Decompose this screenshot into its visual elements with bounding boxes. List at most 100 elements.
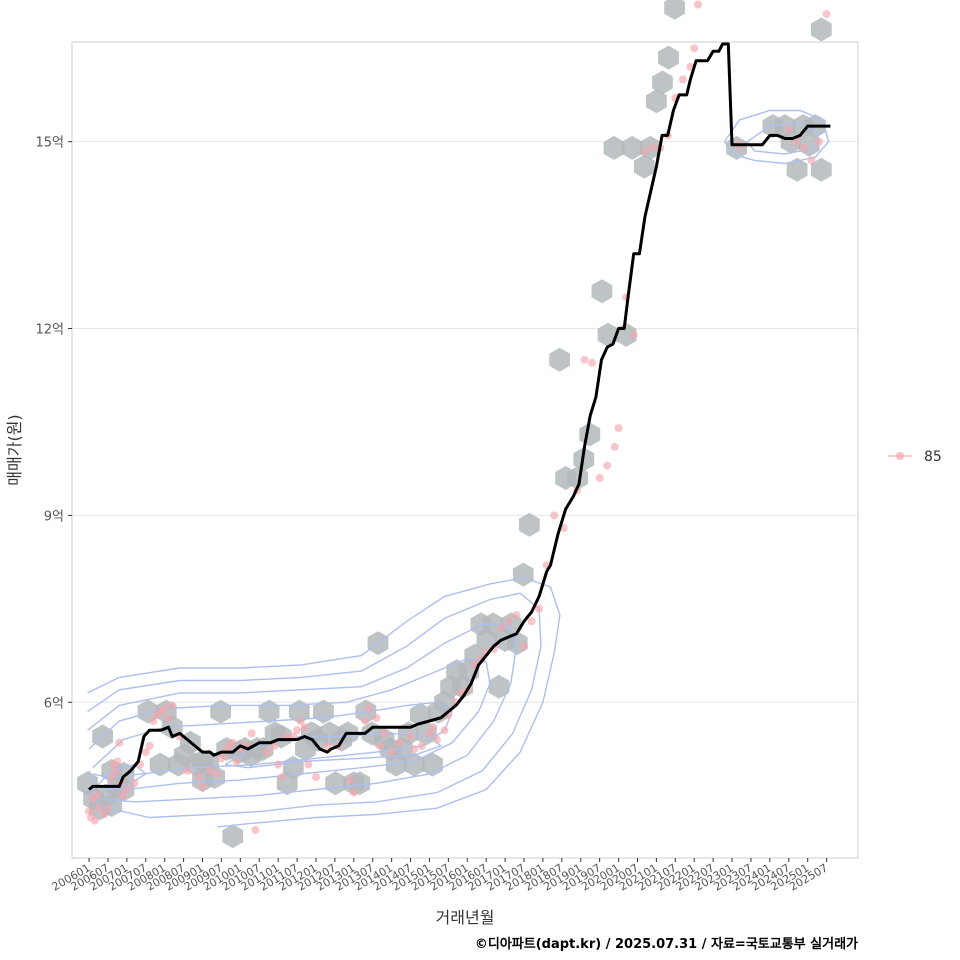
hexbin-cell: [603, 135, 625, 160]
data-point: [694, 0, 703, 9]
density-contour: [92, 701, 453, 778]
hexbin-cell: [567, 466, 589, 490]
panel-border: [71, 41, 859, 859]
data-point: [346, 776, 355, 785]
data-point: [648, 143, 657, 152]
data-point: [274, 760, 283, 769]
data-point: [304, 760, 313, 769]
data-point: [113, 757, 122, 766]
hexbin-cell: [222, 824, 244, 849]
data-point: [815, 137, 824, 146]
data-point: [149, 716, 158, 725]
data-point: [111, 766, 120, 775]
data-point: [504, 617, 513, 626]
data-point: [160, 704, 169, 713]
data-point: [251, 825, 260, 834]
data-point: [527, 617, 536, 626]
data-point: [520, 642, 529, 651]
data-point: [94, 804, 103, 813]
data-point: [588, 358, 597, 367]
data-point: [784, 125, 793, 134]
data-point: [323, 741, 332, 750]
hexbin-cell: [652, 70, 673, 95]
data-point: [690, 44, 699, 53]
legend-marker: [896, 452, 904, 460]
data-point: [512, 611, 521, 620]
density-contour: [87, 592, 542, 819]
data-point: [678, 75, 687, 84]
data-point: [429, 723, 438, 732]
hexbin-cell: [646, 89, 667, 114]
data-point: [293, 726, 302, 735]
x-axis-title: 거래년월: [436, 908, 495, 927]
data-point: [145, 741, 154, 750]
data-point: [119, 791, 128, 800]
data-point: [168, 701, 177, 710]
data-point: [90, 816, 99, 825]
data-point: [792, 137, 801, 146]
data-point: [641, 147, 650, 156]
y-axis-title: 매매가(원): [5, 414, 24, 485]
plot-panel: 6억9억12억15억200601200607200701200707200801…: [35, 0, 859, 894]
data-point: [232, 757, 241, 766]
hexbin-cell: [422, 752, 443, 777]
data-point: [103, 804, 112, 813]
data-point: [372, 713, 381, 722]
data-point: [497, 623, 506, 632]
data-point: [115, 738, 124, 747]
data-point: [535, 604, 544, 613]
data-point: [141, 748, 150, 757]
data-point: [799, 143, 808, 152]
data-point: [311, 773, 320, 782]
data-point: [417, 741, 426, 750]
y-tick-label: 12억: [35, 323, 64, 338]
data-point: [198, 782, 207, 791]
data-point: [277, 773, 286, 782]
data-point: [92, 791, 101, 800]
data-point: [614, 424, 623, 433]
hexbin-cell: [518, 512, 540, 537]
data-point: [296, 716, 305, 725]
data-point: [194, 773, 203, 782]
hexbin-cell: [591, 279, 613, 304]
data-point: [262, 748, 271, 757]
data-point: [183, 766, 192, 775]
data-point: [247, 729, 256, 738]
caption: ©디아파트(dapt.kr) / 2025.07.31 / 자료=국토교통부 실…: [475, 936, 858, 952]
data-point: [300, 723, 309, 732]
data-point: [807, 156, 816, 165]
data-point: [629, 330, 638, 339]
data-point: [130, 779, 139, 788]
data-point: [107, 773, 116, 782]
data-point: [425, 729, 434, 738]
data-point: [164, 713, 173, 722]
data-point: [550, 511, 559, 520]
data-point: [603, 461, 612, 470]
data-point: [580, 355, 589, 364]
hexbin-cell: [325, 771, 346, 796]
data-point: [228, 738, 237, 747]
hexbin-cell: [810, 157, 832, 182]
data-point: [85, 807, 94, 816]
hexbin-cell: [621, 135, 643, 160]
data-point: [206, 766, 215, 775]
legend: 85: [888, 449, 942, 465]
data-point: [380, 729, 389, 738]
data-point: [822, 9, 831, 18]
data-point: [122, 785, 131, 794]
hexbin-cell: [512, 562, 534, 587]
data-point: [376, 741, 385, 750]
data-point: [213, 769, 222, 778]
hexbin-cell: [664, 0, 685, 20]
density-contour: [87, 576, 561, 828]
y-tick-label: 9억: [44, 509, 64, 524]
data-point: [217, 754, 226, 763]
data-point: [387, 748, 396, 757]
legend-label: 85: [924, 449, 942, 465]
y-tick-label: 15억: [35, 136, 64, 151]
data-point: [440, 726, 449, 735]
data-point: [100, 810, 109, 819]
data-point: [595, 474, 604, 483]
moving-average-line: [88, 42, 831, 791]
